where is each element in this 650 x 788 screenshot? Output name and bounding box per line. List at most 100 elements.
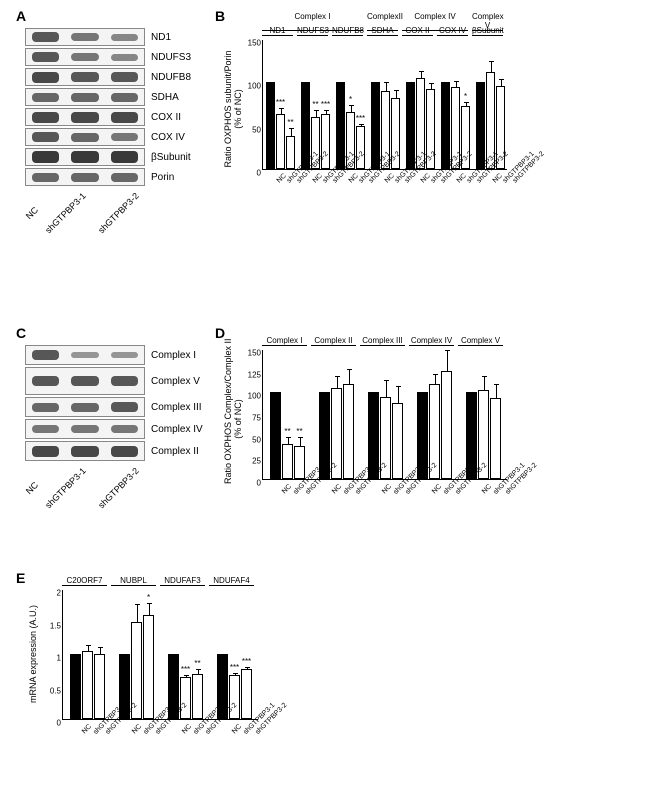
x-axis-label: NC	[373, 479, 386, 492]
x-axis-label: NC	[323, 479, 336, 492]
x-axis-label: NC	[473, 479, 486, 492]
western-blot-a: ND1 NDUFS3 NDUFB8 SDHA COX II COX IV βSubunit P…	[25, 28, 191, 218]
significance-marker: ***	[321, 100, 330, 109]
significance-marker: ***	[276, 98, 285, 107]
x-axis-label: NC	[423, 479, 436, 492]
bar: **	[286, 136, 295, 169]
bar	[490, 398, 501, 479]
blot-row: Complex II	[25, 441, 203, 461]
blot-row: βSubunit	[25, 148, 191, 166]
bar	[441, 371, 452, 479]
blot-row-label: βSubunit	[151, 152, 191, 163]
blot-row-label: COX II	[151, 112, 181, 123]
blot-row: Complex III	[25, 397, 203, 417]
bar	[82, 651, 93, 719]
significance-marker: *	[147, 593, 150, 602]
panel-label-a: A	[16, 8, 26, 24]
bar-chart-e: C20ORF7NUBPLNDUFAF3NDUFAF400.511.52mRNA …	[60, 590, 390, 720]
blot-row: ND1	[25, 28, 191, 46]
significance-marker: ***	[356, 114, 365, 123]
blot-row: COX II	[25, 108, 191, 126]
bar	[266, 82, 275, 169]
bar	[476, 82, 485, 169]
bar	[441, 82, 450, 169]
group-header: NUBPL	[111, 576, 156, 586]
bar	[70, 654, 81, 719]
subgroup-header: βSubunit	[472, 26, 503, 36]
significance-marker: **	[284, 427, 290, 436]
bar-group: ****	[270, 392, 305, 479]
panel-label-c: C	[16, 325, 26, 341]
bar	[406, 82, 415, 169]
blot-row: Complex IV	[25, 419, 203, 439]
group-header: Complex III	[360, 336, 405, 346]
group-header: C20ORF7	[62, 576, 107, 586]
bar-chart-b: Complex IComplexIIComplex IVComplex VND1…	[260, 40, 630, 170]
group-header: Complex V	[458, 336, 503, 346]
x-axis-label: NC	[273, 479, 286, 492]
bar-group	[70, 651, 105, 719]
x-axis-label: NC	[73, 719, 86, 732]
blot-row-label: NDUFB8	[151, 72, 191, 83]
subgroup-header: NDUFB8	[332, 26, 363, 36]
subgroup-header: COX IV	[437, 26, 468, 36]
significance-marker: ***	[242, 657, 251, 666]
significance-marker: ***	[181, 665, 190, 674]
significance-marker: **	[194, 659, 200, 668]
blot-row-label: ND1	[151, 32, 171, 43]
western-blot-c: Complex I Complex V Complex III Complex IV C…	[25, 345, 203, 493]
group-header: Complex IV	[409, 336, 454, 346]
lane-label: shGTPBP3-1	[43, 191, 88, 236]
blot-row: Complex I	[25, 345, 203, 365]
y-axis-label: Ratio OXPHOS subunit/Porin(% of NC)	[223, 44, 243, 174]
blot-row: COX IV	[25, 128, 191, 146]
y-axis-label: mRNA expression (A.U.)	[28, 589, 38, 719]
bar	[371, 82, 380, 169]
significance-marker: ***	[230, 663, 239, 672]
bar: *	[143, 615, 154, 719]
bar	[343, 384, 354, 479]
lane-label: shGTPBP3-1	[43, 466, 88, 511]
significance-marker: **	[287, 118, 293, 127]
subgroup-header: NDUFS3	[297, 26, 328, 36]
blot-row: Complex V	[25, 367, 203, 395]
significance-marker: *	[349, 95, 352, 104]
bar	[94, 654, 105, 719]
bar	[392, 403, 403, 479]
significance-marker: *	[464, 92, 467, 101]
blot-row-label: Complex II	[151, 446, 199, 457]
group-header: Complex II	[311, 336, 356, 346]
blot-row-label: COX IV	[151, 132, 185, 143]
lane-label: shGTPBP3-2	[96, 466, 141, 511]
bar-group: *	[119, 615, 154, 719]
significance-marker: **	[312, 100, 318, 109]
x-axis-label: NC	[173, 719, 186, 732]
blot-row: NDUFS3	[25, 48, 191, 66]
blot-row-label: Porin	[151, 172, 174, 183]
blot-row-label: Complex IV	[151, 424, 203, 435]
panel-label-b: B	[215, 8, 225, 24]
blot-row: Porin	[25, 168, 191, 186]
bar: **	[282, 444, 293, 479]
blot-row-label: Complex III	[151, 402, 202, 413]
subgroup-header: ND1	[262, 26, 293, 36]
lane-label: NC	[24, 205, 41, 222]
blot-row: SDHA	[25, 88, 191, 106]
bar: ***	[276, 114, 285, 169]
group-header: NDUFAF4	[209, 576, 254, 586]
bar: **	[294, 446, 305, 479]
x-axis-label: NC	[223, 719, 236, 732]
blot-row-label: Complex I	[151, 350, 196, 361]
blot-row-label: Complex V	[151, 376, 200, 387]
blot-row: NDUFB8	[25, 68, 191, 86]
subgroup-header: SDHA	[367, 26, 398, 36]
blot-row-label: SDHA	[151, 92, 179, 103]
lane-label: shGTPBP3-2	[96, 191, 141, 236]
blot-row-label: NDUFS3	[151, 52, 191, 63]
bar-group: *****	[266, 82, 295, 169]
subgroup-header: COX II	[402, 26, 433, 36]
x-axis-label: NC	[123, 719, 136, 732]
panel-label-e: E	[16, 570, 25, 586]
group-header: NDUFAF3	[160, 576, 205, 586]
group-header: Complex I	[262, 336, 307, 346]
